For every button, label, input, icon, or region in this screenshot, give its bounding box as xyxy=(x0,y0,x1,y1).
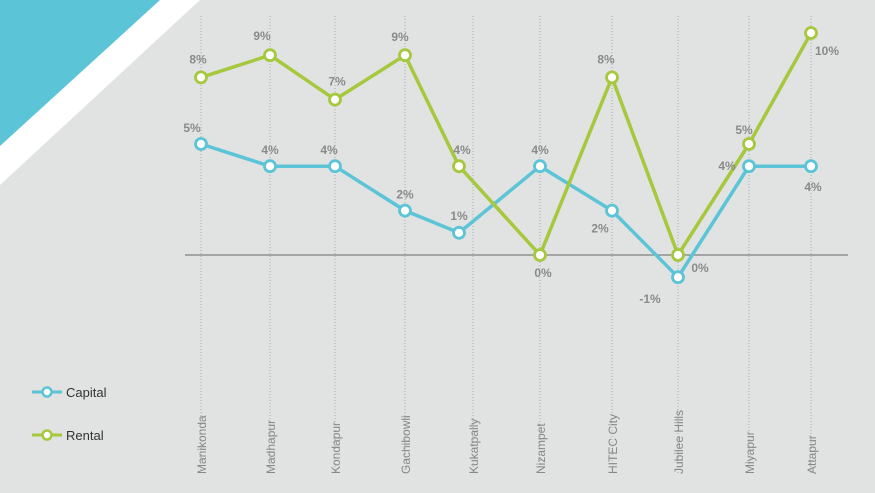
tick-label-5: Nizampet xyxy=(534,423,548,474)
point-rental-5 xyxy=(533,248,547,262)
point-capital-5 xyxy=(533,159,547,174)
series-line-rental xyxy=(200,32,813,257)
data-label-rental-4: 4% xyxy=(453,143,471,157)
point-capital-8 xyxy=(742,159,756,174)
data-label-capital-7: -1% xyxy=(639,292,661,306)
category-tick-labels: Manikonda Madhapur Kondapur Gachibowli Kukat… xyxy=(195,410,819,474)
data-label-rental-2: 7% xyxy=(328,75,346,89)
point-capital-0 xyxy=(194,137,208,151)
point-rental-1 xyxy=(263,48,277,63)
tick-label-6: HITEC City xyxy=(606,414,620,474)
data-label-capital-1: 4% xyxy=(261,143,279,157)
series-line-capital xyxy=(200,142,811,279)
point-rental-2 xyxy=(328,92,342,107)
data-label-rental-5: 0% xyxy=(534,266,552,280)
data-label-capital-6: 2% xyxy=(591,222,609,236)
tick-label-7: Jubilee Hills xyxy=(672,410,686,474)
data-labels: 5% 4% 4% 2% 1% 4% 2% -1% 4% 4% 8% 9% 7% 9% 4% 0% 8% 0% 5% 1… xyxy=(183,29,839,306)
point-capital-9 xyxy=(804,159,818,174)
grid-lines xyxy=(200,16,812,475)
legend-rental-marker xyxy=(32,429,62,441)
point-rental-9 xyxy=(804,26,818,40)
data-label-capital-3: 2% xyxy=(396,188,414,202)
legend-item-capital: Capital xyxy=(30,380,190,404)
data-label-capital-5: 4% xyxy=(531,143,549,157)
point-rental-6 xyxy=(605,70,619,85)
tick-label-1: Madhapur xyxy=(264,420,278,474)
legend-label-capital: Capital xyxy=(66,384,107,400)
data-label-rental-6: 8% xyxy=(597,52,615,66)
tick-label-0: Manikonda xyxy=(195,415,209,474)
tick-label-8: Miyapur xyxy=(743,431,757,474)
point-rental-7 xyxy=(671,248,685,262)
tick-label-3: Gachibowli xyxy=(399,415,413,474)
point-capital-2 xyxy=(328,159,342,174)
data-label-rental-3: 9% xyxy=(391,30,409,44)
data-label-rental-9: 10% xyxy=(815,44,839,58)
data-label-rental-8: 5% xyxy=(735,123,753,137)
point-rental-4 xyxy=(452,159,466,174)
data-label-capital-4: 1% xyxy=(450,209,468,223)
point-rental-3 xyxy=(398,48,412,63)
data-label-rental-1: 9% xyxy=(253,29,271,43)
point-capital-4 xyxy=(452,225,466,240)
data-label-capital-8: 4% xyxy=(718,159,736,173)
point-rental-0 xyxy=(194,70,208,85)
tick-label-9: Attapur xyxy=(805,435,819,474)
legend-item-rental: Rental xyxy=(30,423,190,447)
series-layer xyxy=(194,26,818,285)
tick-label-2: Kondapur xyxy=(329,422,343,474)
data-label-rental-0: 8% xyxy=(189,52,207,66)
corner-decoration-blue xyxy=(0,0,160,146)
point-capital-1 xyxy=(263,159,277,174)
point-capital-7 xyxy=(671,270,685,285)
point-capital-3 xyxy=(398,203,412,218)
data-label-rental-7: 0% xyxy=(691,261,709,275)
data-label-capital-2: 4% xyxy=(320,143,338,157)
data-label-capital-0: 5% xyxy=(183,121,201,135)
legend-label-rental: Rental xyxy=(66,427,104,443)
tick-label-4: Kukatpally xyxy=(467,419,481,474)
point-rental-8 xyxy=(742,137,756,151)
point-capital-6 xyxy=(605,203,619,218)
legend-capital-marker xyxy=(32,386,62,398)
data-label-capital-9: 4% xyxy=(804,180,822,194)
